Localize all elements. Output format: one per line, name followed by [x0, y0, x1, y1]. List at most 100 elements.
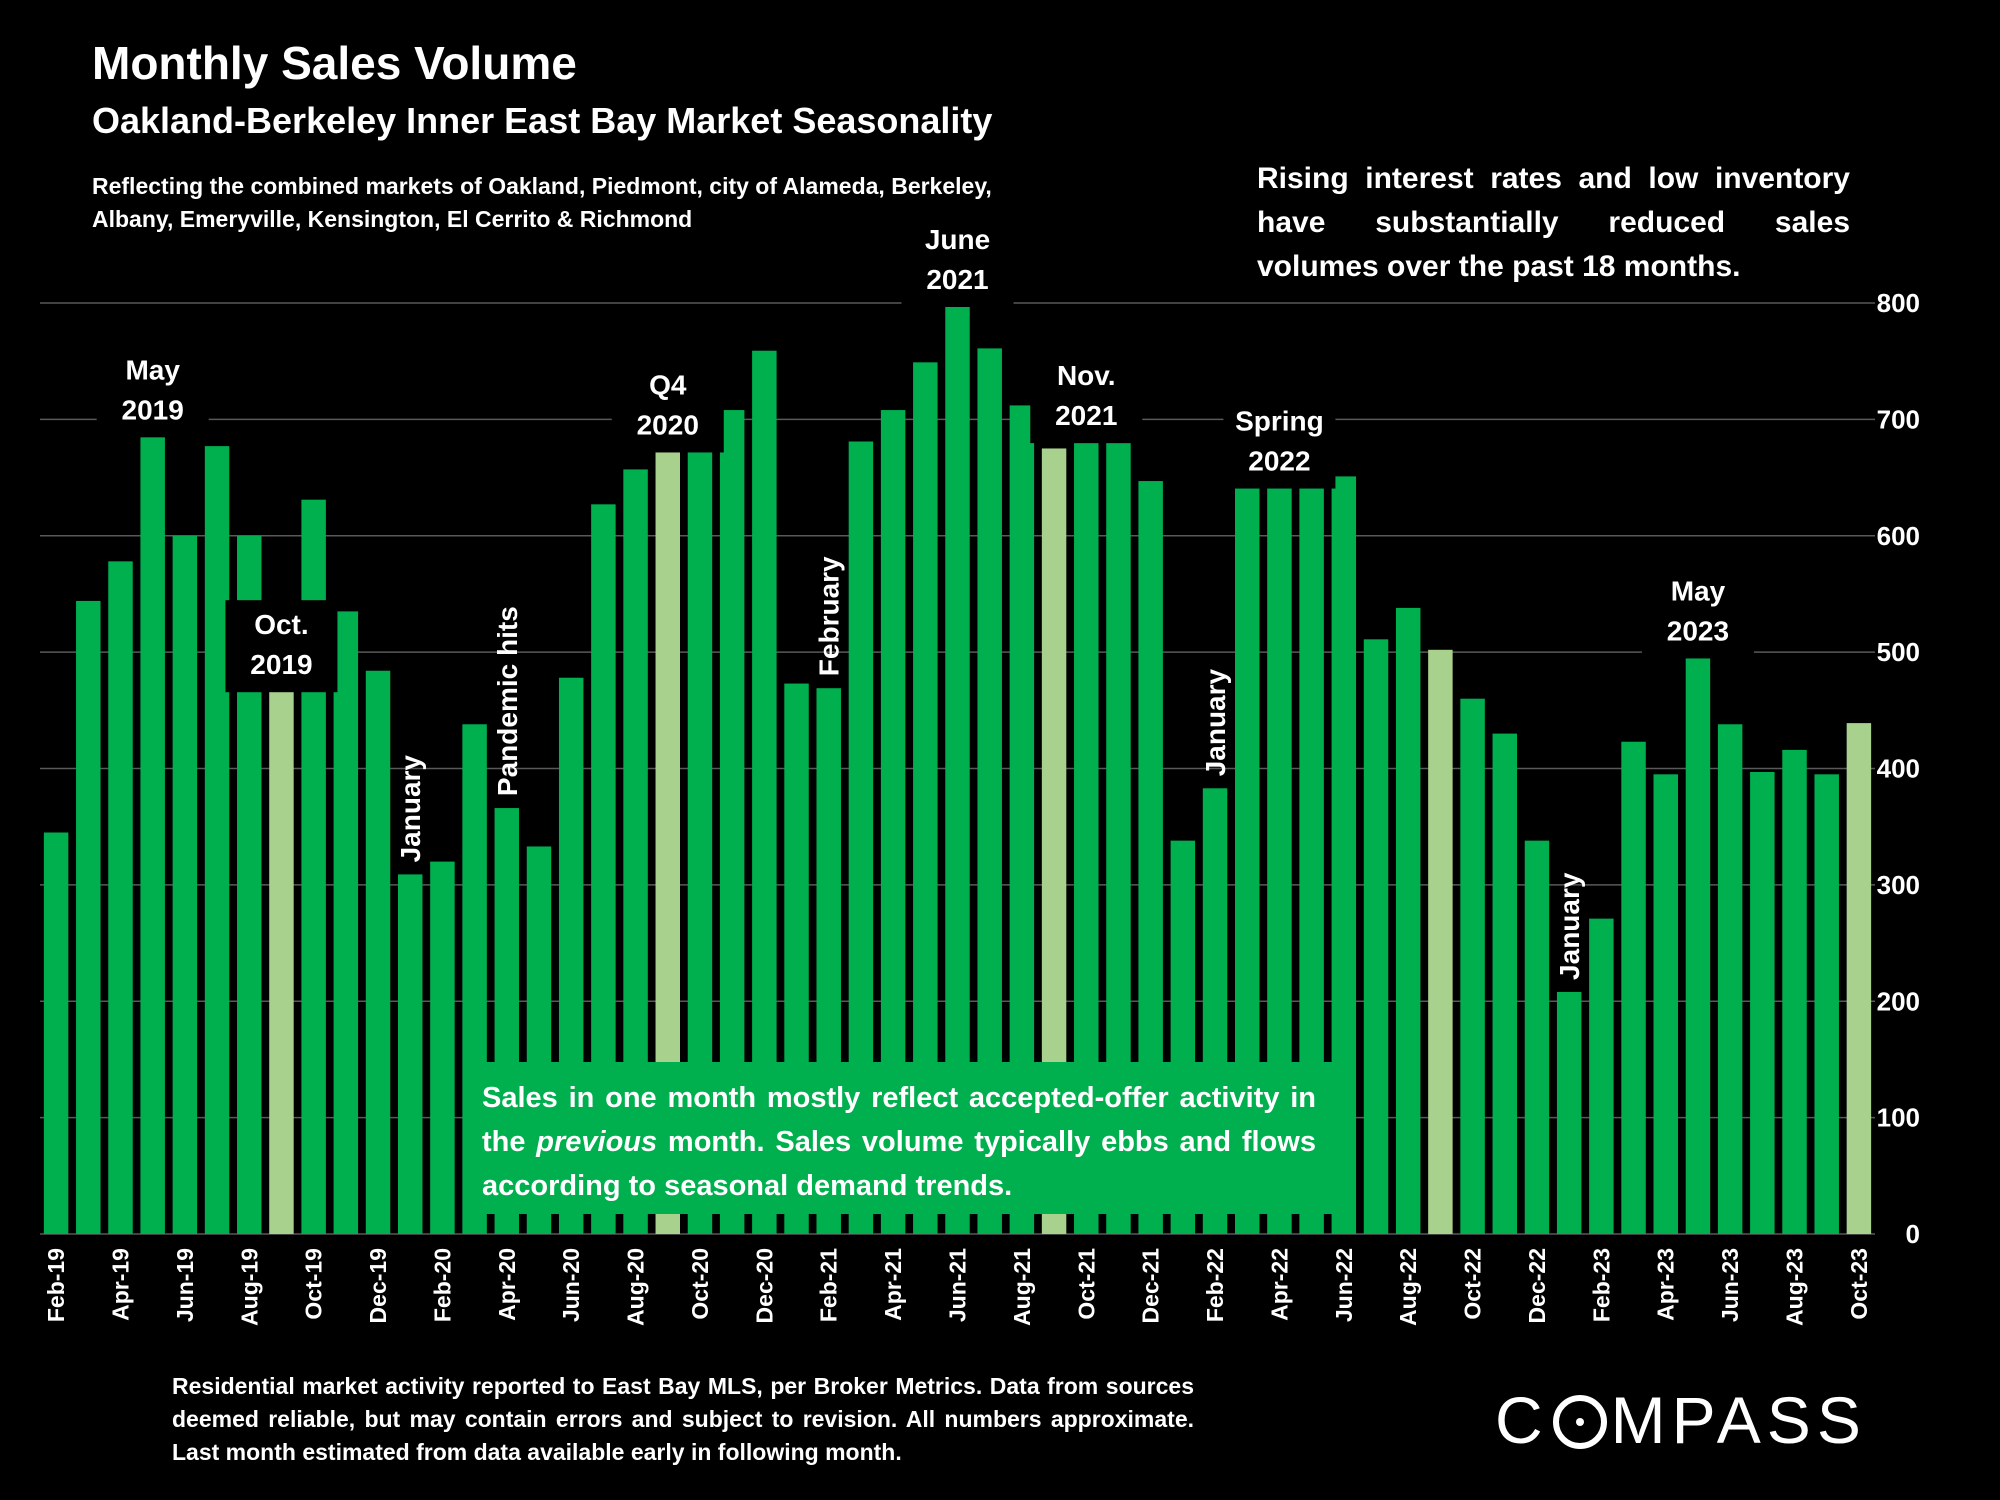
bar	[269, 688, 294, 1234]
annotation-label: 2023	[1667, 615, 1729, 646]
bar	[1750, 771, 1775, 1234]
annotation-label: June	[925, 224, 990, 255]
bar	[1814, 774, 1839, 1234]
info-box-text-after: month. Sales volume typically ebbs and f…	[482, 1126, 1316, 1202]
y-tick-label: 300	[1877, 870, 1920, 900]
y-tick-label: 500	[1877, 637, 1920, 667]
annotation-label: February	[814, 556, 845, 676]
bar	[1846, 723, 1872, 1234]
bar	[430, 861, 455, 1234]
y-tick-label: 700	[1877, 404, 1920, 434]
annotation-label: January	[395, 755, 426, 863]
x-tick-label: Apr-20	[494, 1248, 520, 1321]
info-box-text-before: Sales in one month mostly reflect accept…	[482, 1082, 1316, 1158]
y-tick-label: 0	[1906, 1219, 1920, 1249]
annotation-label: 2021	[926, 264, 988, 295]
annotation-label: May	[125, 354, 180, 385]
chart-subtitle: Oakland-Berkeley Inner East Bay Market S…	[92, 100, 993, 141]
bar	[140, 433, 165, 1235]
x-tick-label: Dec-22	[1524, 1248, 1550, 1323]
x-tick-label: Jun-19	[172, 1248, 198, 1322]
annotation-backdrop	[1030, 351, 1143, 444]
bar	[1428, 649, 1453, 1234]
bar	[1589, 918, 1614, 1234]
x-tick-label: Dec-19	[365, 1248, 391, 1323]
bar	[1395, 607, 1421, 1234]
bar	[76, 600, 101, 1234]
compass-o-icon	[1552, 1395, 1607, 1449]
annotation-label: Nov.	[1057, 360, 1116, 391]
logo-text-post: MPASS	[1610, 1383, 1867, 1457]
markets-note: Reflecting the combined markets of Oakla…	[92, 173, 992, 232]
annotation-backdrop	[96, 345, 209, 438]
bar	[1717, 724, 1743, 1234]
bar	[1621, 741, 1646, 1234]
annotation-backdrop	[901, 215, 1014, 307]
annotation-label: May	[1671, 575, 1726, 606]
bar	[204, 446, 230, 1234]
bar	[1492, 733, 1518, 1234]
annotation-label: January	[1200, 668, 1231, 776]
annotation-label: January	[1554, 872, 1585, 980]
bar	[1556, 991, 1582, 1234]
annotation-label: Pandemic hits	[492, 606, 523, 796]
bar	[43, 832, 69, 1234]
data-source-footer: Residential market activity reported to …	[172, 1373, 1194, 1465]
x-tick-label: Oct-23	[1846, 1248, 1872, 1320]
x-tick-label: Jun-23	[1717, 1248, 1743, 1322]
annotation-label: Spring	[1235, 406, 1324, 437]
x-tick-label: Oct-21	[1073, 1248, 1099, 1320]
x-tick-label: Apr-21	[880, 1248, 906, 1321]
annotation-label: 2020	[637, 409, 699, 440]
annotation-backdrop	[611, 360, 724, 453]
x-tick-label: Dec-20	[751, 1248, 777, 1323]
annotation-backdrop	[225, 600, 338, 693]
seasonality-info-box: Sales in one month mostly reflect accept…	[464, 1062, 1334, 1214]
interest-rate-callout: Rising interest rates and low inventory …	[1257, 162, 1850, 283]
x-tick-label: Dec-21	[1138, 1248, 1164, 1324]
bar	[1685, 654, 1711, 1234]
y-tick-label: 100	[1877, 1103, 1920, 1133]
annotation-backdrop	[1641, 566, 1754, 659]
x-tick-label: Jun-21	[945, 1248, 971, 1322]
y-tick-label: 800	[1877, 288, 1920, 318]
x-tick-label: Aug-19	[236, 1248, 262, 1326]
x-tick-label: Apr-22	[1266, 1248, 1292, 1321]
x-tick-label: Feb-23	[1588, 1248, 1614, 1322]
info-box-emphasis: previous	[536, 1126, 658, 1158]
bar	[1460, 698, 1485, 1234]
annotation-label: 2022	[1248, 446, 1310, 477]
y-tick-label: 600	[1877, 521, 1920, 551]
x-tick-label: Feb-19	[43, 1248, 69, 1322]
bar	[1653, 774, 1678, 1234]
x-tick-label: Aug-23	[1782, 1248, 1808, 1326]
x-tick-label: Oct-20	[687, 1248, 713, 1320]
chart-title: Monthly Sales Volume	[92, 37, 577, 89]
x-tick-label: Feb-20	[429, 1248, 455, 1322]
bar	[172, 535, 198, 1234]
x-tick-label: Oct-22	[1460, 1248, 1486, 1320]
x-tick-label: Jun-20	[558, 1248, 584, 1322]
x-tick-label: Apr-19	[107, 1248, 133, 1321]
bar	[1331, 476, 1357, 1234]
bar	[397, 874, 423, 1234]
x-tick-label: Apr-23	[1653, 1248, 1679, 1321]
bar	[1524, 840, 1550, 1234]
x-tick-label: Aug-22	[1395, 1248, 1421, 1326]
x-tick-label: Aug-21	[1009, 1248, 1035, 1326]
y-tick-label: 400	[1877, 754, 1920, 784]
annotation-label: 2019	[250, 649, 312, 680]
bar	[1782, 749, 1807, 1234]
compass-logo: C MPASS	[1495, 1382, 1867, 1458]
x-tick-label: Jun-22	[1331, 1248, 1357, 1322]
x-tick-label: Aug-20	[623, 1248, 649, 1326]
annotation-backdrop	[1223, 396, 1336, 489]
annotation-label: 2019	[122, 394, 184, 425]
annotation-label: 2021	[1055, 400, 1117, 431]
logo-text-pre: C	[1495, 1383, 1549, 1457]
bar	[333, 611, 359, 1234]
x-tick-label: Feb-22	[1202, 1248, 1228, 1322]
bar	[1363, 639, 1389, 1234]
bar	[108, 561, 133, 1234]
annotation-label: Q4	[649, 369, 687, 400]
